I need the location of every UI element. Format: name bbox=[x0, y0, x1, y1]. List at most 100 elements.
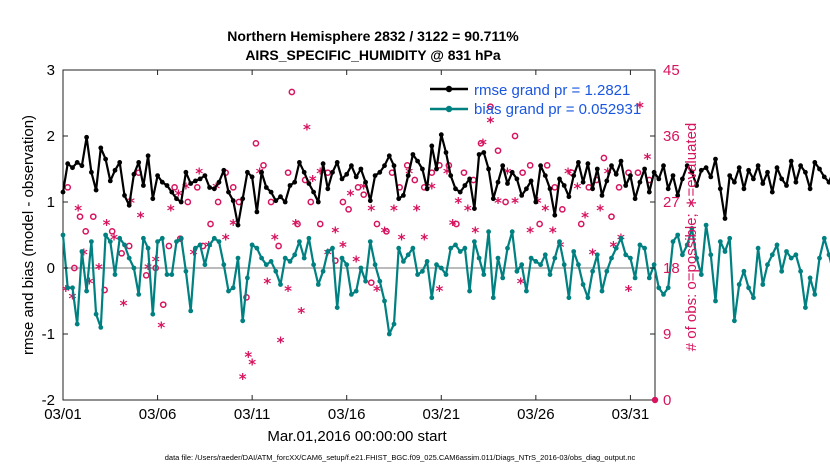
obs-evaluated-point-38: * bbox=[339, 238, 347, 256]
obs-possible-point-37 bbox=[339, 198, 347, 206]
obs-possible-point-33 bbox=[307, 198, 315, 206]
rmse-point-130 bbox=[675, 193, 681, 198]
rmse-point-105 bbox=[557, 176, 562, 182]
bias-point-155 bbox=[793, 252, 799, 258]
legend-bias-marker bbox=[445, 105, 453, 113]
rmse-point-157 bbox=[803, 169, 808, 175]
y2-tick-label: 36 bbox=[663, 128, 680, 145]
rmse-point-2 bbox=[70, 165, 75, 171]
y2-axis-label: # of obs: o=possible; ∗=evaluated bbox=[683, 123, 700, 352]
rmse-point-154 bbox=[788, 158, 794, 164]
bias-point-142 bbox=[732, 318, 737, 324]
obs-evaluated-point-46: * bbox=[398, 231, 406, 249]
bias-point-46 bbox=[278, 282, 283, 287]
bias-point-4 bbox=[79, 249, 85, 254]
bias-point-162 bbox=[826, 252, 830, 258]
bias-point-116 bbox=[609, 255, 614, 261]
bias-point-107 bbox=[566, 295, 572, 301]
obs-evaluated-point-68: * bbox=[564, 165, 572, 183]
bias-point-83 bbox=[453, 242, 458, 248]
bias-point-124 bbox=[646, 275, 652, 281]
bias-point-74 bbox=[410, 245, 416, 251]
rmse-point-57 bbox=[330, 169, 335, 175]
rmse-point-16 bbox=[136, 160, 142, 165]
bias-point-59 bbox=[339, 255, 345, 261]
obs-evaluated-point-16: * bbox=[182, 179, 190, 197]
obs-evaluated-point-39: * bbox=[347, 187, 355, 205]
bias-point-13 bbox=[122, 242, 127, 248]
obs-evaluated-point-73: * bbox=[604, 165, 612, 183]
rmse-point-15 bbox=[131, 171, 137, 177]
rmse-point-40 bbox=[249, 174, 255, 180]
rmse-point-25 bbox=[178, 199, 184, 205]
bias-point-84 bbox=[457, 249, 463, 254]
obs-evaluated-point-9: * bbox=[127, 194, 135, 212]
rmse-point-33 bbox=[216, 179, 222, 185]
bias-point-1 bbox=[65, 285, 71, 291]
rmse-point-23 bbox=[169, 189, 175, 195]
bias-point-65 bbox=[367, 239, 373, 245]
rmse-point-46 bbox=[278, 194, 283, 200]
rmse-point-84 bbox=[457, 189, 463, 195]
obs-evaluated-point-57: * bbox=[479, 135, 487, 153]
obs-possible-point-19 bbox=[207, 220, 214, 228]
y2-tick-label: 0 bbox=[663, 392, 671, 409]
rmse-point-87 bbox=[472, 206, 477, 212]
rmse-point-107 bbox=[566, 194, 572, 200]
obs-possible-point-30 bbox=[288, 88, 296, 96]
obs-possible-point-72 bbox=[615, 183, 623, 191]
rmse-point-49 bbox=[292, 179, 298, 185]
obs-evaluated-point-58: * bbox=[487, 113, 495, 131]
bias-point-5 bbox=[84, 288, 89, 294]
rmse-point-19 bbox=[150, 196, 156, 202]
rmse-point-74 bbox=[410, 152, 416, 157]
bias-point-156 bbox=[798, 268, 803, 274]
bias-point-82 bbox=[448, 245, 454, 251]
rmse-point-36 bbox=[230, 198, 236, 204]
rmse-point-134 bbox=[694, 183, 699, 188]
bias-point-147 bbox=[755, 245, 761, 251]
rmse-point-135 bbox=[698, 167, 704, 173]
rmse-point-109 bbox=[576, 160, 581, 165]
obs-evaluated-point-53: * bbox=[449, 216, 457, 234]
rmse-point-54 bbox=[315, 199, 321, 205]
bias-point-72 bbox=[401, 259, 406, 264]
rmse-point-151 bbox=[774, 165, 780, 171]
rmse-point-12 bbox=[117, 160, 123, 165]
rmse-point-10 bbox=[107, 178, 113, 184]
bias-point-10 bbox=[107, 239, 113, 245]
obs-evaluated-point-76: * bbox=[625, 282, 633, 300]
x-tick-label: 03/21 bbox=[423, 406, 461, 423]
bias-point-7 bbox=[93, 311, 99, 317]
bias-point-131 bbox=[680, 252, 685, 258]
y-tick-label: 1 bbox=[47, 194, 55, 211]
obs-evaluated-point-30: * bbox=[284, 282, 292, 300]
rmse-point-149 bbox=[765, 169, 770, 175]
obs-evaluated-point-5: * bbox=[95, 260, 103, 278]
y2-tick-label: 45 bbox=[663, 62, 680, 79]
bias-point-43 bbox=[263, 262, 269, 268]
rmse-point-80 bbox=[438, 132, 444, 138]
obs-possible-point-28 bbox=[275, 242, 282, 250]
bias-point-55 bbox=[320, 268, 326, 274]
bias-point-115 bbox=[604, 268, 610, 274]
obs-possible-point-60 bbox=[519, 169, 526, 177]
rmse-point-39 bbox=[245, 169, 250, 175]
rmse-point-100 bbox=[533, 199, 539, 205]
obs-evaluated-point-34: * bbox=[309, 172, 317, 190]
bias-point-118 bbox=[618, 235, 624, 241]
bias-point-154 bbox=[788, 255, 794, 261]
obs-evaluated-point-74: * bbox=[609, 238, 617, 256]
bias-point-78 bbox=[429, 295, 435, 301]
bias-point-3 bbox=[74, 321, 80, 327]
rmse-point-48 bbox=[287, 183, 293, 188]
obs-possible-point-58 bbox=[502, 198, 509, 206]
rmse-point-88 bbox=[476, 152, 482, 157]
bias-point-134 bbox=[694, 255, 699, 261]
obs-evaluated-point-0: * bbox=[62, 282, 70, 300]
rmse-point-73 bbox=[405, 173, 411, 179]
bias-point-18 bbox=[145, 245, 151, 251]
rmse-point-71 bbox=[396, 196, 402, 202]
bias-point-121 bbox=[632, 275, 638, 281]
rmse-point-8 bbox=[98, 145, 104, 151]
